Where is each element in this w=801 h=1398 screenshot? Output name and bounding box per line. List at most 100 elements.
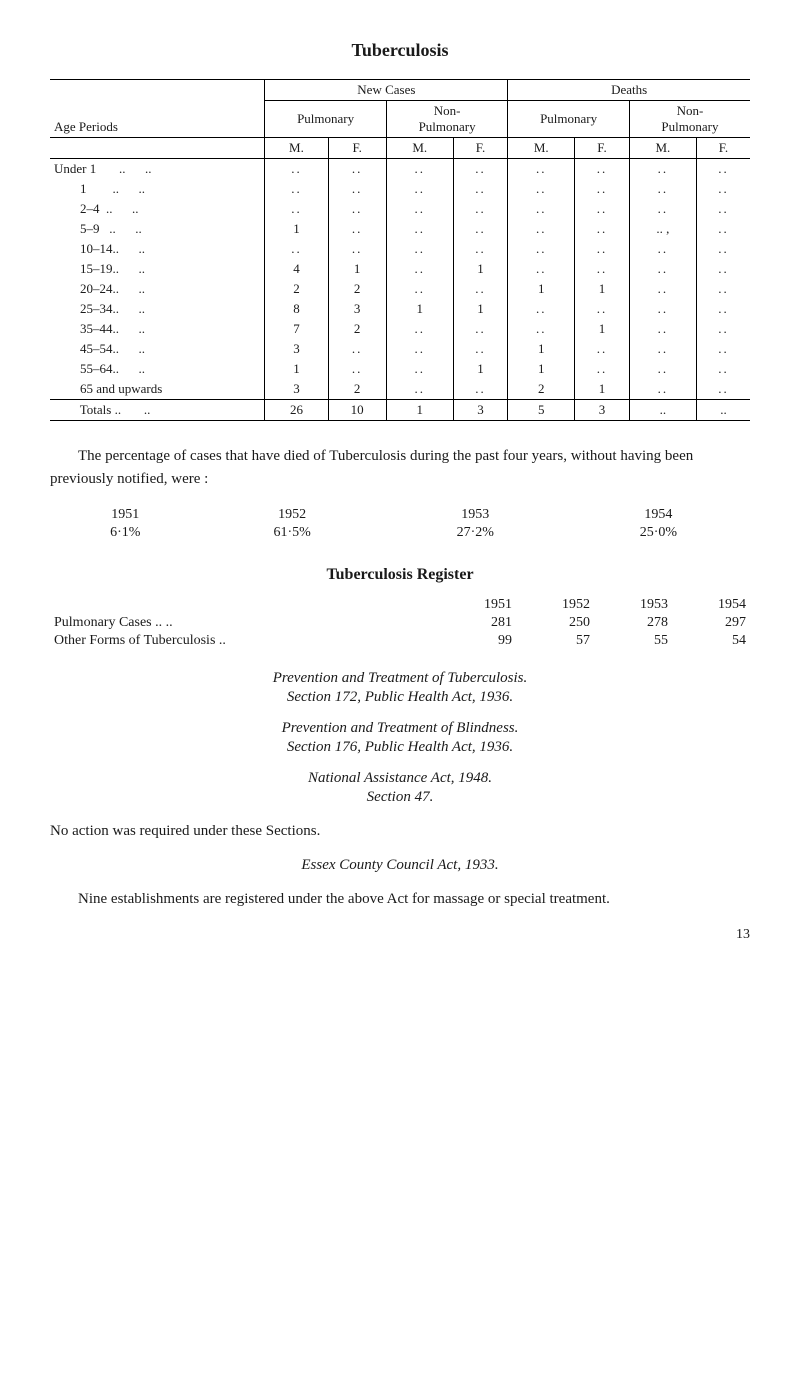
data-cell: .. bbox=[575, 199, 630, 219]
italic-subline: Section 172, Public Health Act, 1936. bbox=[50, 689, 750, 706]
totals-cell: 26 bbox=[265, 400, 328, 421]
data-cell: .. bbox=[453, 319, 508, 339]
year-value: 27·2% bbox=[384, 524, 567, 542]
reg-cell: 250 bbox=[516, 614, 594, 632]
row-label: 25–34.. .. bbox=[50, 299, 265, 319]
totals-cell: 5 bbox=[508, 400, 575, 421]
row-label: 55–64.. .. bbox=[50, 359, 265, 379]
table-row: 25–34.. ..8311........ bbox=[50, 299, 750, 319]
data-cell: 3 bbox=[265, 379, 328, 400]
data-cell: .. bbox=[386, 319, 453, 339]
data-cell: .. bbox=[386, 339, 453, 359]
subhead-pulmonary: Pulmonary bbox=[265, 101, 386, 138]
row-label: 20–24.. .. bbox=[50, 279, 265, 299]
nonpulm2-line2: Pulmonary bbox=[661, 119, 718, 134]
data-cell: 1 bbox=[508, 339, 575, 359]
data-cell: .. bbox=[696, 219, 750, 239]
mf-header: M. bbox=[386, 138, 453, 159]
data-cell: .. bbox=[696, 239, 750, 259]
reg-year: 1954 bbox=[672, 596, 750, 614]
data-cell: .. bbox=[453, 219, 508, 239]
register-title: Tuberculosis Register bbox=[50, 566, 750, 584]
nonpulm2-line1: Non- bbox=[677, 103, 704, 118]
data-cell: .. bbox=[696, 179, 750, 199]
data-cell: .. bbox=[453, 379, 508, 400]
data-cell: 2 bbox=[508, 379, 575, 400]
row-label: 45–54.. .. bbox=[50, 339, 265, 359]
col-age-periods: Age Periods bbox=[50, 80, 265, 138]
data-cell: .. bbox=[508, 159, 575, 180]
row-label: 5–9 .. .. bbox=[50, 219, 265, 239]
page-title: Tuberculosis bbox=[50, 40, 750, 61]
year-percentages: 1951 1952 1953 1954 6·1% 61·5% 27·2% 25·… bbox=[50, 506, 750, 542]
row-label: 15–19.. .. bbox=[50, 259, 265, 279]
data-cell: .. bbox=[696, 379, 750, 400]
data-cell: .. bbox=[328, 239, 386, 259]
data-cell: .. bbox=[386, 379, 453, 400]
data-cell: .. bbox=[386, 259, 453, 279]
data-cell: .. bbox=[696, 259, 750, 279]
data-cell: .. bbox=[629, 339, 696, 359]
table-row: 20–24.. ..22....11.... bbox=[50, 279, 750, 299]
totals-cell: 10 bbox=[328, 400, 386, 421]
data-cell: 1 bbox=[386, 299, 453, 319]
reg-row-label: Other Forms of Tuberculosis .. bbox=[50, 632, 438, 650]
data-cell: .. bbox=[696, 339, 750, 359]
reg-cell: 99 bbox=[438, 632, 516, 650]
data-cell: .. bbox=[696, 199, 750, 219]
reg-cell: 54 bbox=[672, 632, 750, 650]
table-row: 1 .. .................. bbox=[50, 179, 750, 199]
reg-cell: 281 bbox=[438, 614, 516, 632]
mf-header: M. bbox=[508, 138, 575, 159]
data-cell: .. bbox=[386, 279, 453, 299]
data-cell: .. bbox=[508, 239, 575, 259]
data-cell: .. bbox=[629, 359, 696, 379]
reg-year: 1951 bbox=[438, 596, 516, 614]
row-label: 10–14.. .. bbox=[50, 239, 265, 259]
italic-heading: Essex County Council Act, 1933. bbox=[50, 857, 750, 874]
totals-label: Totals .. .. bbox=[50, 400, 265, 421]
italic-heading: National Assistance Act, 1948. bbox=[50, 770, 750, 787]
data-cell: .. bbox=[386, 179, 453, 199]
data-cell: 1 bbox=[328, 259, 386, 279]
data-cell: .. bbox=[328, 339, 386, 359]
data-cell: 2 bbox=[328, 379, 386, 400]
data-cell: .. bbox=[575, 339, 630, 359]
table-row: 45–54.. ..3......1...... bbox=[50, 339, 750, 359]
year-label: 1951 bbox=[50, 506, 201, 524]
reg-row-label: Pulmonary Cases .. .. bbox=[50, 614, 438, 632]
data-cell: 2 bbox=[328, 279, 386, 299]
italic-heading: Prevention and Treatment of Blindness. bbox=[50, 720, 750, 737]
data-cell: .. bbox=[629, 299, 696, 319]
nonpulm-line1: Non- bbox=[434, 103, 461, 118]
totals-cell: 1 bbox=[386, 400, 453, 421]
row-label: 35–44.. .. bbox=[50, 319, 265, 339]
data-cell: .. bbox=[629, 179, 696, 199]
data-cell: .. bbox=[328, 359, 386, 379]
register-table: 1951 1952 1953 1954 Pulmonary Cases .. .… bbox=[50, 596, 750, 650]
subhead-pulmonary-2: Pulmonary bbox=[508, 101, 630, 138]
data-cell: 1 bbox=[453, 259, 508, 279]
data-cell: .. bbox=[629, 199, 696, 219]
year-label: 1952 bbox=[201, 506, 384, 524]
data-cell: .. bbox=[629, 259, 696, 279]
mf-header: M. bbox=[265, 138, 328, 159]
data-cell: 2 bbox=[265, 279, 328, 299]
data-cell: .. bbox=[508, 199, 575, 219]
paragraph-establishments: Nine establishments are registered under… bbox=[50, 888, 750, 911]
data-cell: .. bbox=[696, 319, 750, 339]
data-cell: .. bbox=[265, 199, 328, 219]
reg-year: 1952 bbox=[516, 596, 594, 614]
data-cell: 7 bbox=[265, 319, 328, 339]
data-cell: .. bbox=[508, 299, 575, 319]
mf-header: F. bbox=[696, 138, 750, 159]
table-row: 65 and upwards32....21.... bbox=[50, 379, 750, 400]
data-cell: .. bbox=[508, 219, 575, 239]
data-cell: .. bbox=[265, 179, 328, 199]
tuberculosis-table: Age Periods New Cases Deaths Pulmonary N… bbox=[50, 79, 750, 421]
reg-cell: 278 bbox=[594, 614, 672, 632]
data-cell: 1 bbox=[508, 279, 575, 299]
data-cell: 1 bbox=[265, 359, 328, 379]
data-cell: .. bbox=[453, 339, 508, 359]
data-cell: .. bbox=[453, 239, 508, 259]
